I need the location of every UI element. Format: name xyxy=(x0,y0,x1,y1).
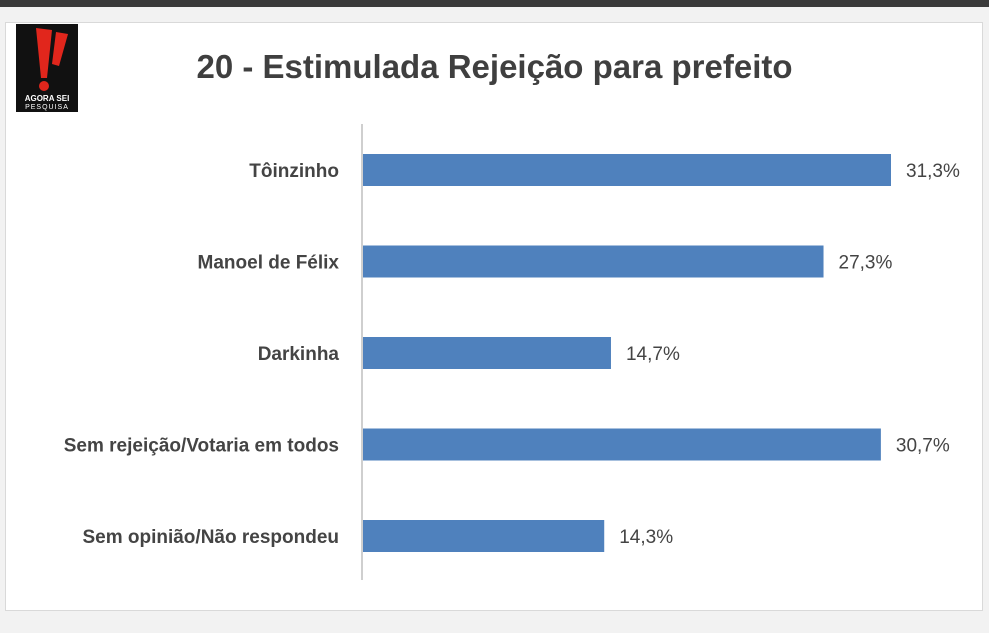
value-label-0: 31,3% xyxy=(906,161,960,182)
value-label-1: 27,3% xyxy=(839,253,893,274)
logo-text-line1: AGORA SEI xyxy=(25,94,70,103)
value-label-2: 14,7% xyxy=(626,344,680,365)
bar-2 xyxy=(363,337,611,369)
top-bar xyxy=(0,0,989,7)
chart-card xyxy=(5,22,983,611)
value-label-3: 30,7% xyxy=(896,436,950,457)
bar-4 xyxy=(363,520,605,552)
category-label-3: Sem rejeição/Votaria em todos xyxy=(64,436,339,457)
bar-0 xyxy=(363,154,891,186)
category-label-2: Darkinha xyxy=(258,344,340,365)
chart-title: 20 - Estimulada Rejeição para prefeito xyxy=(196,48,793,85)
category-label-0: Tôinzinho xyxy=(249,161,339,182)
bar-1 xyxy=(363,245,824,278)
category-label-4: Sem opinião/Não respondeu xyxy=(82,527,339,548)
value-label-4: 14,3% xyxy=(619,527,673,548)
agora-sei-logo: AGORA SEI PESQUISA xyxy=(16,24,78,112)
category-label-1: Manoel de Félix xyxy=(198,253,340,274)
logo-text-line2: PESQUISA xyxy=(25,104,69,111)
bar-3 xyxy=(363,428,881,461)
